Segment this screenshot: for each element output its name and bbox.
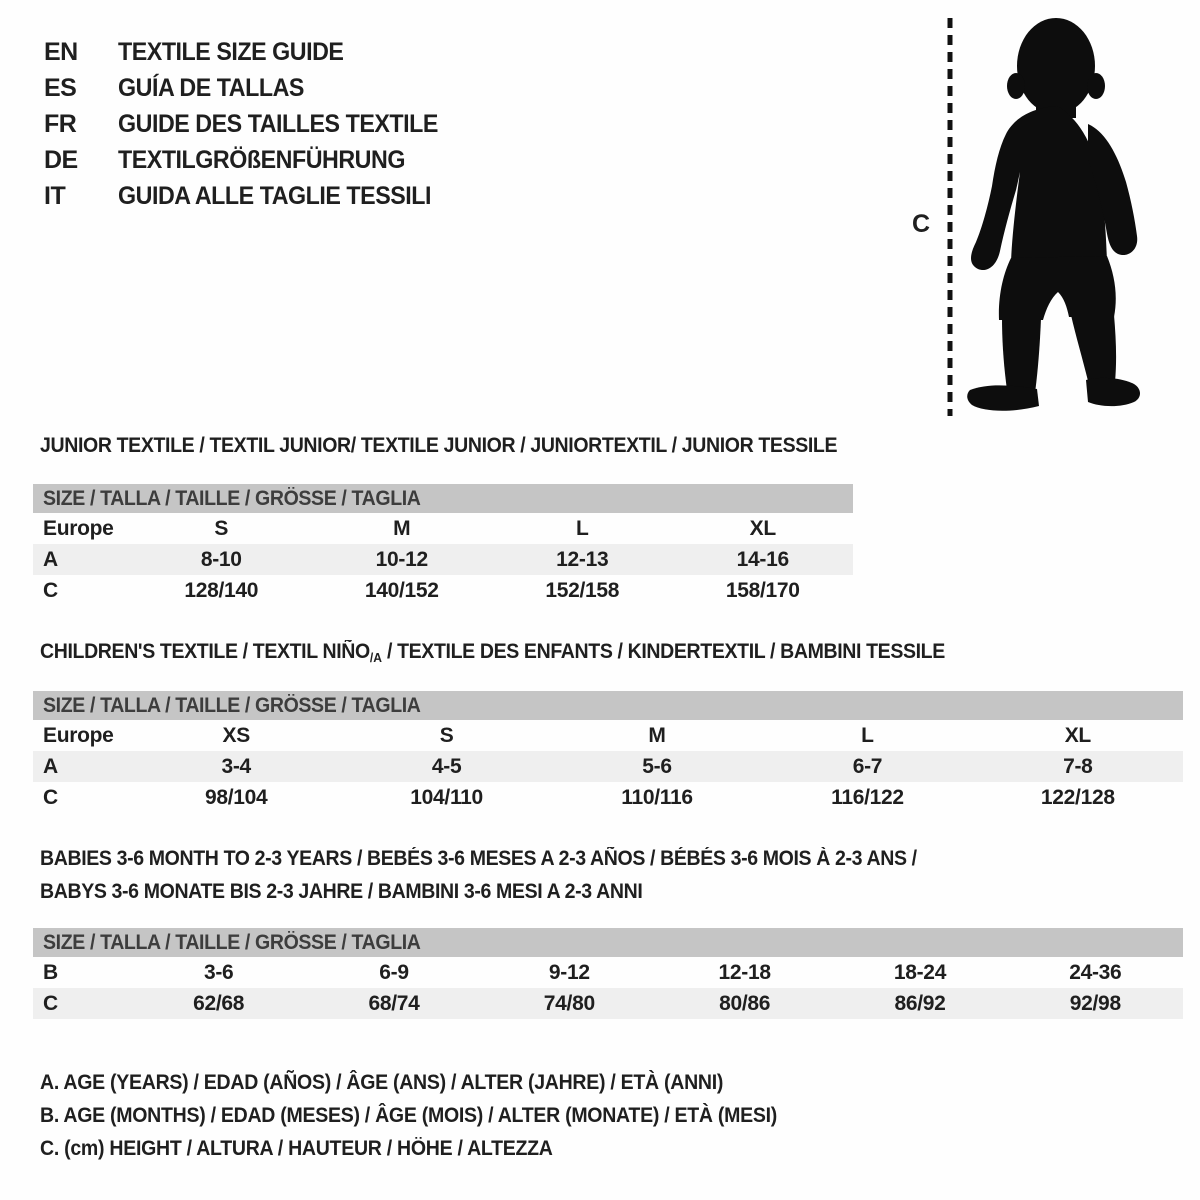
table-cell: 92/98 [1069, 991, 1121, 1015]
table-cell: 5-6 [642, 754, 672, 778]
table-cell: 4-5 [431, 754, 462, 778]
lang-code-it: IT [44, 181, 66, 210]
nino-a-subscript: /A [369, 650, 382, 665]
children-section-title: CHILDREN'S TEXTILE / TEXTIL NIÑO/A / TEX… [40, 640, 945, 665]
children-table-header: SIZE / TALLA / TAILLE / GRÖSSE / TAGLIA [33, 691, 1183, 720]
lang-label-it: GUIDA ALLE TAGLIE TESSILI [118, 181, 432, 210]
baby-figure [900, 0, 1160, 440]
table-cell: 6-7 [852, 754, 883, 778]
table-row: C 98/104 104/110 110/116 116/122 122/128 [33, 782, 1183, 813]
babies-table-header: SIZE / TALLA / TAILLE / GRÖSSE / TAGLIA [33, 928, 1183, 957]
height-label-c: C [912, 210, 930, 238]
table-cell: 9-12 [548, 960, 590, 984]
lang-row-it: IT GUIDA ALLE TAGLIE TESSILI [44, 178, 462, 214]
table-cell: XL [1064, 723, 1092, 747]
babies-section-title-line1: BABIES 3-6 MONTH TO 2-3 YEARS / BEBÉS 3-… [40, 847, 917, 870]
junior-size-table: SIZE / TALLA / TAILLE / GRÖSSE / TAGLIA … [33, 484, 853, 606]
table-cell: 10-12 [375, 547, 429, 571]
table-cell: Europe [43, 516, 114, 540]
lang-row-en: EN TEXTILE SIZE GUIDE [44, 34, 462, 70]
junior-table-header: SIZE / TALLA / TAILLE / GRÖSSE / TAGLIA [33, 484, 853, 513]
table-cell: 80/86 [719, 991, 771, 1015]
table-cell: C [43, 785, 58, 809]
table-cell: 18-24 [893, 960, 947, 984]
table-row: C 62/68 68/74 74/80 80/86 86/92 92/98 [33, 988, 1183, 1019]
table-cell: L [861, 723, 874, 747]
legend-line-b: B. AGE (MONTHS) / EDAD (MESES) / ÂGE (MO… [40, 1104, 777, 1127]
table-cell: 128/140 [184, 578, 259, 602]
lang-label-en: TEXTILE SIZE GUIDE [118, 37, 344, 66]
table-cell: 12-18 [718, 960, 772, 984]
table-cell: 158/170 [725, 578, 800, 602]
language-title-list: EN TEXTILE SIZE GUIDE ES GUÍA DE TALLAS … [44, 34, 462, 214]
table-cell: 8-10 [200, 547, 242, 571]
lang-code-en: EN [44, 37, 78, 66]
table-cell: M [648, 723, 666, 747]
junior-section-title: JUNIOR TEXTILE / TEXTIL JUNIOR/ TEXTILE … [40, 434, 838, 457]
lang-code-fr: FR [44, 109, 77, 138]
table-cell: 74/80 [543, 991, 595, 1015]
table-cell: S [439, 723, 454, 747]
table-cell: 7-8 [1063, 754, 1093, 778]
table-cell: 62/68 [193, 991, 245, 1015]
table-cell: 110/116 [621, 785, 693, 809]
lang-row-fr: FR GUIDE DES TAILLES TEXTILE [44, 106, 462, 142]
table-cell: 98/104 [204, 785, 268, 809]
children-size-table: SIZE / TALLA / TAILLE / GRÖSSE / TAGLIA … [33, 691, 1183, 813]
table-row: Europe XS S M L XL [33, 720, 1183, 751]
table-cell: 140/152 [364, 578, 439, 602]
table-row: Europe S M L XL [33, 513, 853, 544]
table-cell: L [575, 516, 589, 540]
table-cell: M [393, 516, 411, 540]
table-cell: 122/128 [1040, 785, 1115, 809]
table-cell: 116/122 [831, 785, 904, 809]
table-cell: C [43, 578, 58, 602]
lang-label-es: GUÍA DE TALLAS [118, 73, 304, 102]
table-cell: B [43, 960, 58, 984]
table-cell: 104/110 [410, 785, 483, 809]
baby-silhouette-icon [947, 18, 1140, 416]
table-cell: 3-6 [203, 960, 234, 984]
lang-label-fr: GUIDE DES TAILLES TEXTILE [118, 109, 438, 138]
table-cell: Europe [43, 723, 114, 747]
table-cell: 68/74 [368, 991, 420, 1015]
table-cell: 24-36 [1069, 960, 1122, 984]
table-cell: 6-9 [379, 960, 409, 984]
legend-line-a: A. AGE (YEARS) / EDAD (AÑOS) / ÂGE (ANS)… [40, 1071, 724, 1094]
table-cell: 14-16 [736, 547, 790, 571]
lang-code-de: DE [44, 145, 78, 174]
table-cell: C [43, 991, 58, 1015]
babies-size-table: SIZE / TALLA / TAILLE / GRÖSSE / TAGLIA … [33, 928, 1183, 1019]
table-cell: A [43, 547, 58, 571]
table-row: C 128/140 140/152 152/158 158/170 [33, 575, 853, 606]
lang-row-es: ES GUÍA DE TALLAS [44, 70, 462, 106]
legend-line-c: C. (cm) HEIGHT / ALTURA / HAUTEUR / HÖHE… [40, 1137, 553, 1160]
table-cell: XL [749, 516, 777, 540]
table-cell: 86/92 [894, 991, 946, 1015]
table-cell: 152/158 [545, 578, 620, 602]
table-cell: 3-4 [221, 754, 251, 778]
table-cell: XS [222, 723, 250, 747]
table-cell: 12-13 [556, 547, 609, 571]
measurement-legend: A. AGE (YEARS) / EDAD (AÑOS) / ÂGE (ANS)… [40, 1066, 832, 1165]
babies-section-title-line2: BABYS 3-6 MONATE BIS 2-3 JAHRE / BAMBINI… [40, 880, 643, 903]
table-cell: S [214, 516, 229, 540]
lang-label-de: TEXTILGRÖßENFÜHRUNG [118, 145, 405, 174]
table-row: A 3-4 4-5 5-6 6-7 7-8 [33, 751, 1183, 782]
table-cell: A [43, 754, 58, 778]
table-row: A 8-10 10-12 12-13 14-16 [33, 544, 853, 575]
lang-code-es: ES [44, 73, 77, 102]
table-row: B 3-6 6-9 9-12 12-18 18-24 24-36 [33, 957, 1183, 988]
lang-row-de: DE TEXTILGRÖßENFÜHRUNG [44, 142, 462, 178]
